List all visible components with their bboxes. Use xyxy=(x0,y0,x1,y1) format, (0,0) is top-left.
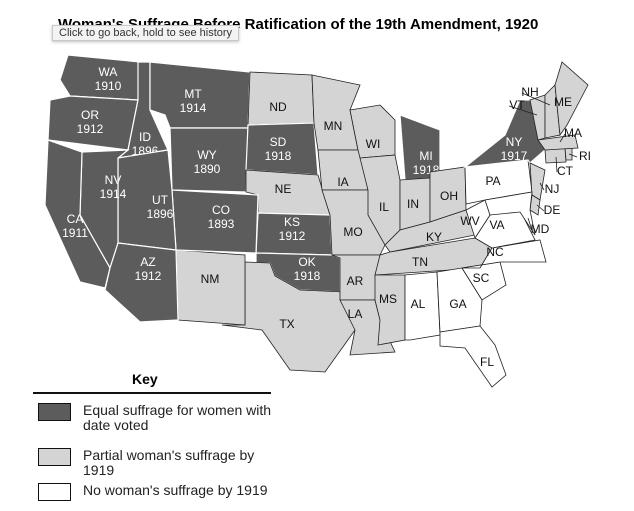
state-abbr: MI xyxy=(419,149,432,163)
state xyxy=(247,71,315,126)
state xyxy=(544,147,567,164)
state-abbr: DE xyxy=(544,203,561,217)
state-year: 1912 xyxy=(77,122,104,136)
state-year: 1914 xyxy=(180,101,207,115)
state-abbr: NY xyxy=(506,135,523,149)
state-abbr: ME xyxy=(554,95,572,109)
state-year: 1912 xyxy=(279,229,306,243)
state-year: 1893 xyxy=(208,217,235,231)
state-abbr: OK xyxy=(298,255,315,269)
state-year: 1918 xyxy=(294,269,321,283)
state-abbr: MO xyxy=(343,225,362,239)
state-abbr: ND xyxy=(269,100,287,114)
key-title: Key xyxy=(132,371,158,387)
state-abbr: SD xyxy=(270,135,287,149)
key-item: Partial woman's suffrage by 1919 xyxy=(38,448,273,478)
state-abbr: KS xyxy=(284,215,300,229)
key-label: No woman's suffrage by 1919 xyxy=(83,482,268,498)
state-abbr: NE xyxy=(275,182,292,196)
state-abbr: RI xyxy=(579,149,591,163)
leader-line xyxy=(559,133,566,143)
state xyxy=(221,261,356,373)
key-swatch xyxy=(38,483,71,501)
state-year: 1912 xyxy=(135,269,162,283)
state-year: 1911 xyxy=(62,226,88,240)
state-abbr: IA xyxy=(337,175,348,189)
leader-line xyxy=(508,105,538,116)
state-year: 1914 xyxy=(100,187,127,201)
state-abbr: MT xyxy=(184,87,202,101)
state xyxy=(404,271,441,341)
key-item: Equal suffrage for women with date voted xyxy=(38,403,273,433)
state-abbr: LA xyxy=(348,307,363,321)
state-abbr: GA xyxy=(449,297,466,311)
state-abbr: NH xyxy=(521,85,538,99)
state-abbr: WA xyxy=(99,65,118,79)
state-abbr: MN xyxy=(324,119,343,133)
state-abbr: MD xyxy=(531,222,550,236)
leader-line xyxy=(568,153,578,158)
state-abbr: KY xyxy=(426,230,442,244)
key-label: Equal suffrage for women with date voted xyxy=(83,402,272,433)
state xyxy=(104,242,179,323)
state-abbr: UT xyxy=(152,193,169,207)
leader-line xyxy=(539,182,545,191)
state xyxy=(554,61,589,137)
state-abbr: VT xyxy=(509,98,525,112)
state xyxy=(436,267,483,333)
state-abbr: IN xyxy=(407,197,419,211)
state xyxy=(175,249,246,326)
state xyxy=(484,191,536,236)
state-abbr: WV xyxy=(460,214,479,228)
state-year: 1896 xyxy=(147,207,174,221)
state-abbr: AL xyxy=(411,297,426,311)
state-abbr: MA xyxy=(564,126,582,140)
state-abbr: WI xyxy=(366,137,381,151)
state-abbr: CO xyxy=(212,203,230,217)
state-abbr: TX xyxy=(279,317,294,331)
state-abbr: PA xyxy=(485,174,500,188)
state-abbr: WY xyxy=(197,148,216,162)
state-year: 1890 xyxy=(194,162,221,176)
state-abbr: NV xyxy=(105,173,122,187)
key-item: No woman's suffrage by 1919 xyxy=(38,483,273,501)
state-abbr: AZ xyxy=(140,255,155,269)
state-abbr: IL xyxy=(379,200,389,214)
state-abbr: SC xyxy=(473,271,490,285)
state xyxy=(439,325,507,388)
state xyxy=(537,134,579,151)
state-year: 1918 xyxy=(265,149,292,163)
key-label: Partial woman's suffrage by 1919 xyxy=(83,447,255,478)
state-abbr: ID xyxy=(139,130,151,144)
state-abbr: NC xyxy=(486,245,504,259)
key-swatch xyxy=(38,448,71,466)
state-abbr: CA xyxy=(67,212,84,226)
state-year: 1910 xyxy=(95,79,122,93)
tooltip: Click to go back, hold to see history xyxy=(52,25,240,41)
leader-line xyxy=(536,204,545,212)
state-abbr: FL xyxy=(480,355,494,369)
state-abbr: OR xyxy=(81,108,99,122)
leader-line xyxy=(555,156,558,173)
state-abbr: OH xyxy=(440,189,458,203)
state xyxy=(564,147,573,161)
state-abbr: NJ xyxy=(545,182,560,196)
state-abbr: NM xyxy=(201,272,220,286)
state-abbr: VA xyxy=(489,218,504,232)
key-rule xyxy=(33,392,271,394)
state-abbr: TN xyxy=(412,255,428,269)
state-abbr: CT xyxy=(557,164,574,178)
leader-line xyxy=(521,92,551,106)
state-abbr: AR xyxy=(347,274,364,288)
state xyxy=(529,162,546,201)
leader-line xyxy=(527,217,533,231)
key-swatch xyxy=(38,403,71,421)
map: Woman's Suffrage Before Ratification of … xyxy=(44,16,591,388)
state xyxy=(374,274,406,346)
state-abbr: MS xyxy=(379,292,397,306)
state-year: 1917 xyxy=(501,149,528,163)
